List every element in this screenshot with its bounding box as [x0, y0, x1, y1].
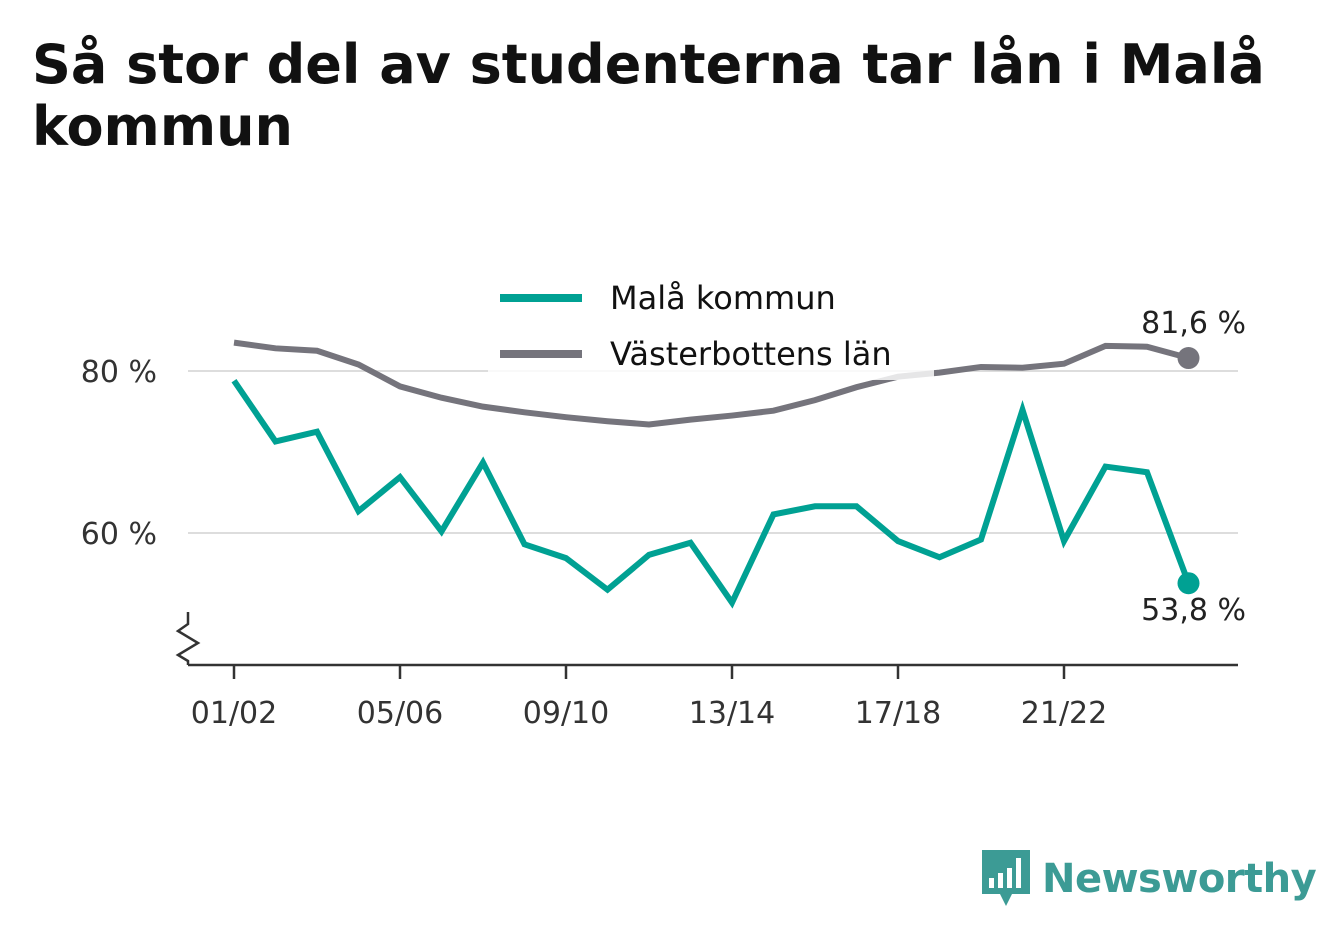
- legend-background: [488, 270, 934, 380]
- x-tick-label: 21/22: [1021, 696, 1107, 731]
- axis-break-icon: [175, 612, 201, 665]
- series-line-0: [231, 379, 1192, 609]
- x-tick-label: 01/02: [191, 696, 277, 731]
- brand-logo: Newsworthy: [982, 850, 1317, 908]
- series-end-point-0: [1177, 572, 1200, 595]
- x-tick-label: 09/10: [523, 696, 609, 731]
- x-tick-label: 17/18: [855, 696, 941, 731]
- series-lines: [231, 339, 1200, 609]
- x-tick-label: 13/14: [689, 696, 775, 731]
- end-labels: 81,6 % 53,8 %: [1141, 306, 1246, 628]
- series-end-point-1: [1177, 347, 1200, 370]
- axes: 60 % 80 % 01/02 05/06 09/10 13/14 17/18 21/22: [81, 355, 1238, 731]
- legend: Malå kommun Västerbottens län: [488, 270, 934, 380]
- legend-label: Västerbottens län: [610, 335, 892, 373]
- y-tick-label: 60 %: [81, 517, 157, 552]
- brand-name: Newsworthy: [1042, 856, 1317, 902]
- chart-title: Så stor del av studenterna tar lån i Mal…: [32, 33, 1265, 158]
- x-tick-label: 05/06: [357, 696, 443, 731]
- series-line-1: [233, 339, 1190, 428]
- y-tick-label: 80 %: [81, 355, 157, 390]
- legend-label: Malå kommun: [610, 279, 836, 317]
- end-label-mala: 53,8 %: [1141, 593, 1246, 628]
- end-label-lan: 81,6 %: [1141, 306, 1246, 341]
- newsworthy-logo-icon: [982, 850, 1030, 906]
